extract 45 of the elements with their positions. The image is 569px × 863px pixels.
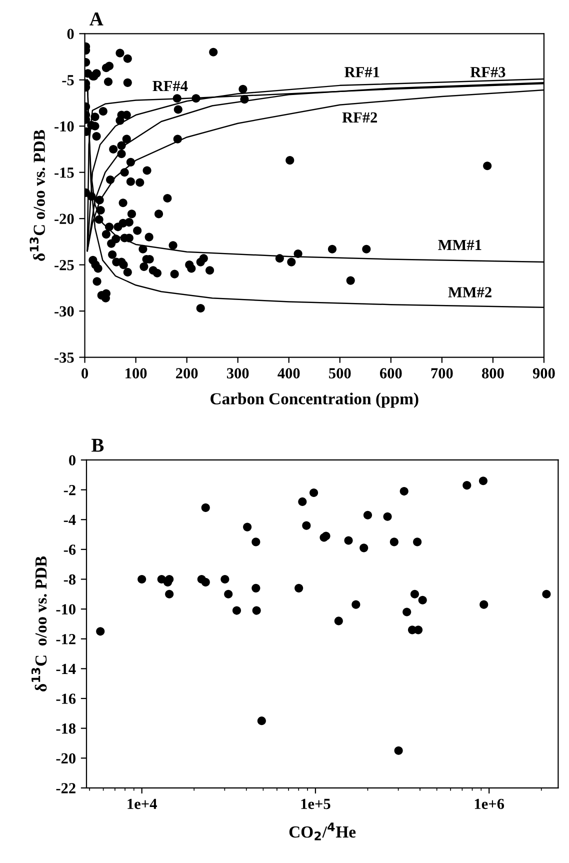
y-tick-label: -20 (56, 753, 76, 764)
y-tick-label: -5 (62, 75, 74, 86)
x-tick-label: 600 (380, 368, 402, 378)
y-tick-label: -20 (54, 214, 74, 224)
series-label: RF#1 (344, 67, 380, 78)
x-axis-title: Carbon Concentration (ppm) (210, 392, 418, 408)
y-tick-label: -16 (56, 694, 76, 704)
y-tick-label: -18 (56, 723, 76, 734)
chart-title: A (90, 12, 104, 26)
x-tick-label: 1e+5 (301, 798, 330, 810)
y-tick-label: -8 (64, 574, 76, 585)
y-tick-label: -30 (54, 306, 74, 316)
y-tick-label: -14 (56, 664, 76, 674)
y-tick-label: -12 (56, 634, 76, 644)
y-axis-title: δ$^{13}$C o/oo vs. PDB (31, 556, 47, 692)
y-tick-label: -35 (54, 352, 74, 363)
x-tick-label: 0 (82, 368, 88, 378)
y-tick-label: -2 (64, 484, 76, 496)
y-tick-label: -25 (54, 260, 74, 270)
chart-title: B (92, 438, 104, 452)
x-tick-label: 700 (431, 368, 453, 378)
y-tick-label: -10 (54, 121, 74, 132)
y-tick-label: -6 (64, 544, 76, 555)
x-axis-title: CO$_{2}$/$^{4}$He (289, 822, 356, 840)
x-tick-label: 300 (226, 368, 249, 378)
x-tick-label: 200 (176, 368, 198, 378)
y-tick-label: -22 (56, 783, 76, 794)
series-label: RF#3 (470, 67, 506, 78)
x-tick-label: 500 (329, 368, 351, 378)
series-label: RF#4 (152, 80, 188, 92)
y-tick-label: 0 (67, 28, 74, 40)
series-label: MM#1 (438, 240, 482, 250)
x-tick-label: 900 (532, 368, 555, 378)
x-tick-label: 1e+4 (128, 798, 157, 810)
x-tick-label: 400 (278, 368, 300, 378)
y-tick-label: -15 (54, 168, 74, 178)
series-label: RF#2 (342, 112, 377, 122)
x-tick-label: 100 (126, 368, 147, 378)
y-axis-title: δ$^{13}$C o/oo vs. PDB (30, 130, 46, 261)
y-tick-label: -10 (56, 604, 76, 614)
x-tick-label: 1e+6 (474, 798, 504, 810)
x-tick-label: 800 (482, 368, 504, 378)
series-label: MM#2 (448, 287, 492, 298)
y-tick-label: 0 (69, 455, 76, 466)
y-tick-label: -4 (64, 514, 76, 525)
